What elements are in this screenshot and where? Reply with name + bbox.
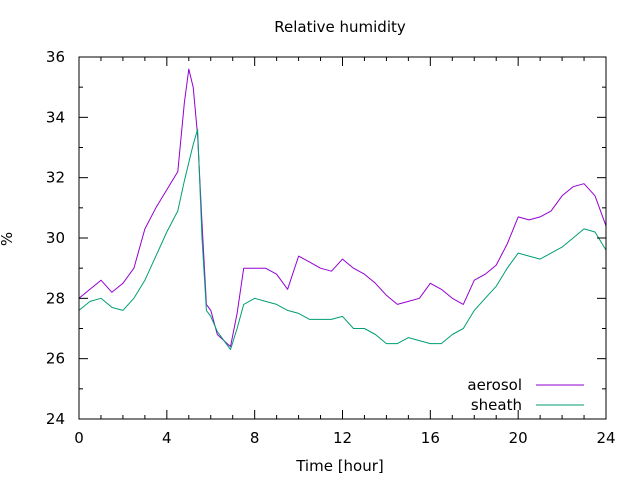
y-tick-label: 34: [46, 108, 65, 126]
x-tick-label: 24: [596, 429, 615, 447]
x-tick-label: 0: [74, 429, 84, 447]
x-tick-label: 4: [162, 429, 172, 447]
x-tick-label: 20: [509, 429, 528, 447]
chart-title: Relative humidity: [274, 18, 406, 36]
plot-frame: [78, 56, 607, 420]
legend: aerosol sheath: [467, 376, 584, 414]
ticks: 0 4 8 12 16 20 24 24 26 28 30 32 34 36: [46, 48, 616, 447]
y-tick-label: 26: [46, 350, 65, 368]
y-tick-label: 24: [46, 410, 65, 428]
y-tick-label: 28: [46, 289, 65, 307]
y-tick-label: 30: [46, 229, 65, 247]
x-axis-label: Time [hour]: [295, 457, 384, 475]
y-axis-label: %: [0, 232, 16, 246]
legend-label-sheath: sheath: [471, 396, 522, 414]
series-line-aerosol: [78, 68, 607, 348]
y-tick-label: 36: [46, 48, 65, 66]
series-line-sheath: [78, 128, 607, 351]
x-tick-label: 12: [333, 429, 352, 447]
x-tick-label: 8: [250, 429, 260, 447]
legend-label-aerosol: aerosol: [467, 376, 522, 394]
x-tick-label: 16: [421, 429, 440, 447]
y-tick-label: 32: [46, 169, 65, 187]
plot-lines: [78, 68, 607, 351]
